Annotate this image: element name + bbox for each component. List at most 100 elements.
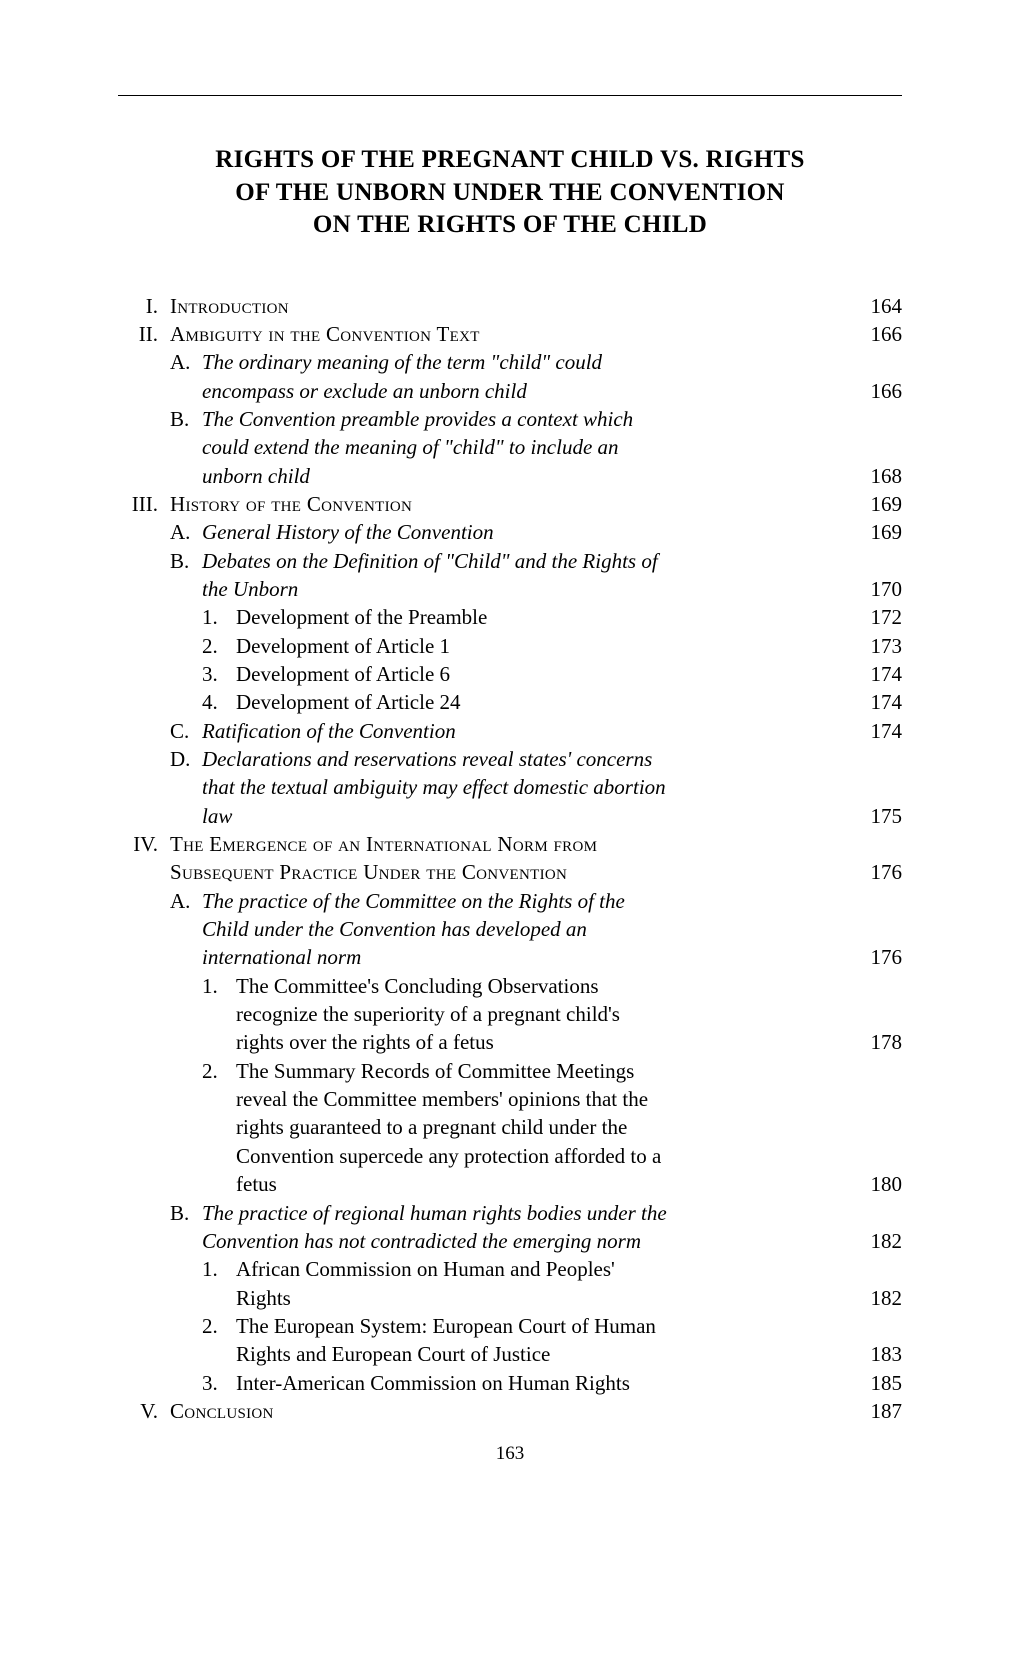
toc-entry-ordinary-meaning: A. The ordinary meaning of the term "chi…	[118, 348, 902, 376]
entry-label: The Convention preamble provides a conte…	[202, 405, 633, 433]
entry-label: international norm	[202, 943, 361, 971]
page-ref: 164	[852, 292, 902, 320]
entry-label: Convention has not contradicted the emer…	[202, 1227, 641, 1255]
entry-label: Subsequent Practice Under the Convention	[170, 858, 567, 886]
toc-entry-continuation: Subsequent Practice Under the Convention…	[118, 858, 902, 886]
sub-number: 3.	[202, 660, 236, 688]
entry-label: unborn child	[202, 462, 310, 490]
entry-label: Development of Article 1	[236, 632, 450, 660]
entry-label: The practice of the Committee on the Rig…	[202, 887, 625, 915]
roman-numeral: IV.	[118, 830, 170, 858]
toc-entry-ambiguity: II. Ambiguity in the Convention Text 166	[118, 320, 902, 348]
sub-number: 3.	[202, 1369, 236, 1397]
toc-entry-continuation: Convention supercede any protection affo…	[118, 1142, 902, 1170]
entry-label: The ordinary meaning of the term "child"…	[202, 348, 602, 376]
toc-entry-continuation: the Unborn 170	[118, 575, 902, 603]
page-ref: 169	[852, 518, 902, 546]
page-ref: 174	[852, 688, 902, 716]
toc-entry-european-system: 2. The European System: European Court o…	[118, 1312, 902, 1340]
page-ref: 176	[852, 943, 902, 971]
roman-numeral: III.	[118, 490, 170, 518]
toc-entry-continuation: Rights 182	[118, 1284, 902, 1312]
toc-entry-dev-article24: 4. Development of Article 24 174	[118, 688, 902, 716]
table-of-contents: I. Introduction 164 II. Ambiguity in the…	[118, 292, 902, 1426]
page-ref: 180	[852, 1170, 902, 1198]
toc-entry-continuation: international norm 176	[118, 943, 902, 971]
toc-entry-continuation: Child under the Convention has developed…	[118, 915, 902, 943]
page-ref: 187	[852, 1397, 902, 1425]
entry-label: Convention supercede any protection affo…	[236, 1142, 661, 1170]
toc-entry-continuation: Rights and European Court of Justice 183	[118, 1340, 902, 1368]
roman-numeral: II.	[118, 320, 170, 348]
title-line-3: ON THE RIGHTS OF THE CHILD	[313, 211, 707, 238]
entry-label: Debates on the Definition of "Child" and…	[202, 547, 658, 575]
entry-label: Inter-American Commission on Human Right…	[236, 1369, 630, 1397]
toc-entry-continuation: Convention has not contradicted the emer…	[118, 1227, 902, 1255]
entry-label: The Emergence of an International Norm f…	[170, 830, 597, 858]
roman-numeral: V.	[118, 1397, 170, 1425]
toc-entry-dev-preamble: 1. Development of the Preamble 172	[118, 603, 902, 631]
sub-letter: B.	[170, 1199, 202, 1227]
page-ref: 183	[852, 1340, 902, 1368]
entry-label: fetus	[236, 1170, 277, 1198]
entry-label: rights over the rights of a fetus	[236, 1028, 494, 1056]
entry-label: The European System: European Court of H…	[236, 1312, 656, 1340]
page-container: RIGHTS OF THE PREGNANT CHILD VS. RIGHTS …	[0, 0, 1020, 1465]
entry-label: The Committee's Concluding Observations	[236, 972, 599, 1000]
toc-entry-preamble-context: B. The Convention preamble provides a co…	[118, 405, 902, 433]
entry-label: Development of the Preamble	[236, 603, 487, 631]
page-number: 163	[118, 1443, 902, 1465]
toc-entry-dev-article1: 2. Development of Article 1 173	[118, 632, 902, 660]
sub-letter: B.	[170, 547, 202, 575]
entry-label: The practice of regional human rights bo…	[202, 1199, 667, 1227]
entry-label: Ratification of the Convention	[202, 717, 456, 745]
entry-label: recognize the superiority of a pregnant …	[236, 1000, 620, 1028]
page-ref: 178	[852, 1028, 902, 1056]
toc-entry-declarations: D. Declarations and reservations reveal …	[118, 745, 902, 773]
toc-entry-continuation: encompass or exclude an unborn child 166	[118, 377, 902, 405]
page-ref: 166	[852, 320, 902, 348]
toc-entry-continuation: unborn child 168	[118, 462, 902, 490]
toc-entry-dev-article6: 3. Development of Article 6 174	[118, 660, 902, 688]
page-ref: 173	[852, 632, 902, 660]
toc-entry-committee-practice: A. The practice of the Committee on the …	[118, 887, 902, 915]
entry-label: Development of Article 24	[236, 688, 461, 716]
toc-entry-regional-bodies: B. The practice of regional human rights…	[118, 1199, 902, 1227]
entry-label: Development of Article 6	[236, 660, 450, 688]
toc-entry-concluding-observations: 1. The Committee's Concluding Observatio…	[118, 972, 902, 1000]
title-line-2: OF THE UNBORN UNDER THE CONVENTION	[235, 179, 784, 206]
entry-label: History of the Convention	[170, 490, 412, 518]
entry-label: rights guaranteed to a pregnant child un…	[236, 1113, 627, 1141]
page-ref: 175	[852, 802, 902, 830]
toc-entry-continuation: rights over the rights of a fetus 178	[118, 1028, 902, 1056]
page-ref: 182	[852, 1227, 902, 1255]
entry-label: The Summary Records of Committee Meeting…	[236, 1057, 634, 1085]
page-ref: 176	[852, 858, 902, 886]
page-ref: 174	[852, 660, 902, 688]
entry-label: Rights	[236, 1284, 291, 1312]
entry-label: Ambiguity in the Convention Text	[170, 320, 480, 348]
roman-numeral: I.	[118, 292, 170, 320]
toc-entry-african-commission: 1. African Commission on Human and Peopl…	[118, 1255, 902, 1283]
toc-entry-continuation: fetus 180	[118, 1170, 902, 1198]
page-ref: 170	[852, 575, 902, 603]
entry-label: Introduction	[170, 292, 289, 320]
entry-label: African Commission on Human and Peoples'	[236, 1255, 615, 1283]
entry-label: the Unborn	[202, 575, 298, 603]
top-rule	[118, 95, 902, 96]
page-ref: 185	[852, 1369, 902, 1397]
toc-entry-summary-records: 2. The Summary Records of Committee Meet…	[118, 1057, 902, 1085]
sub-number: 1.	[202, 603, 236, 631]
toc-entry-continuation: law 175	[118, 802, 902, 830]
sub-letter: C.	[170, 717, 202, 745]
entry-label: Declarations and reservations reveal sta…	[202, 745, 652, 773]
toc-entry-continuation: could extend the meaning of "child" to i…	[118, 433, 902, 461]
sub-number: 4.	[202, 688, 236, 716]
sub-number: 1.	[202, 1255, 236, 1283]
entry-label: law	[202, 802, 232, 830]
page-ref: 172	[852, 603, 902, 631]
sub-number: 2.	[202, 1057, 236, 1085]
toc-entry-continuation: that the textual ambiguity may effect do…	[118, 773, 902, 801]
sub-number: 1.	[202, 972, 236, 1000]
page-ref: 169	[852, 490, 902, 518]
